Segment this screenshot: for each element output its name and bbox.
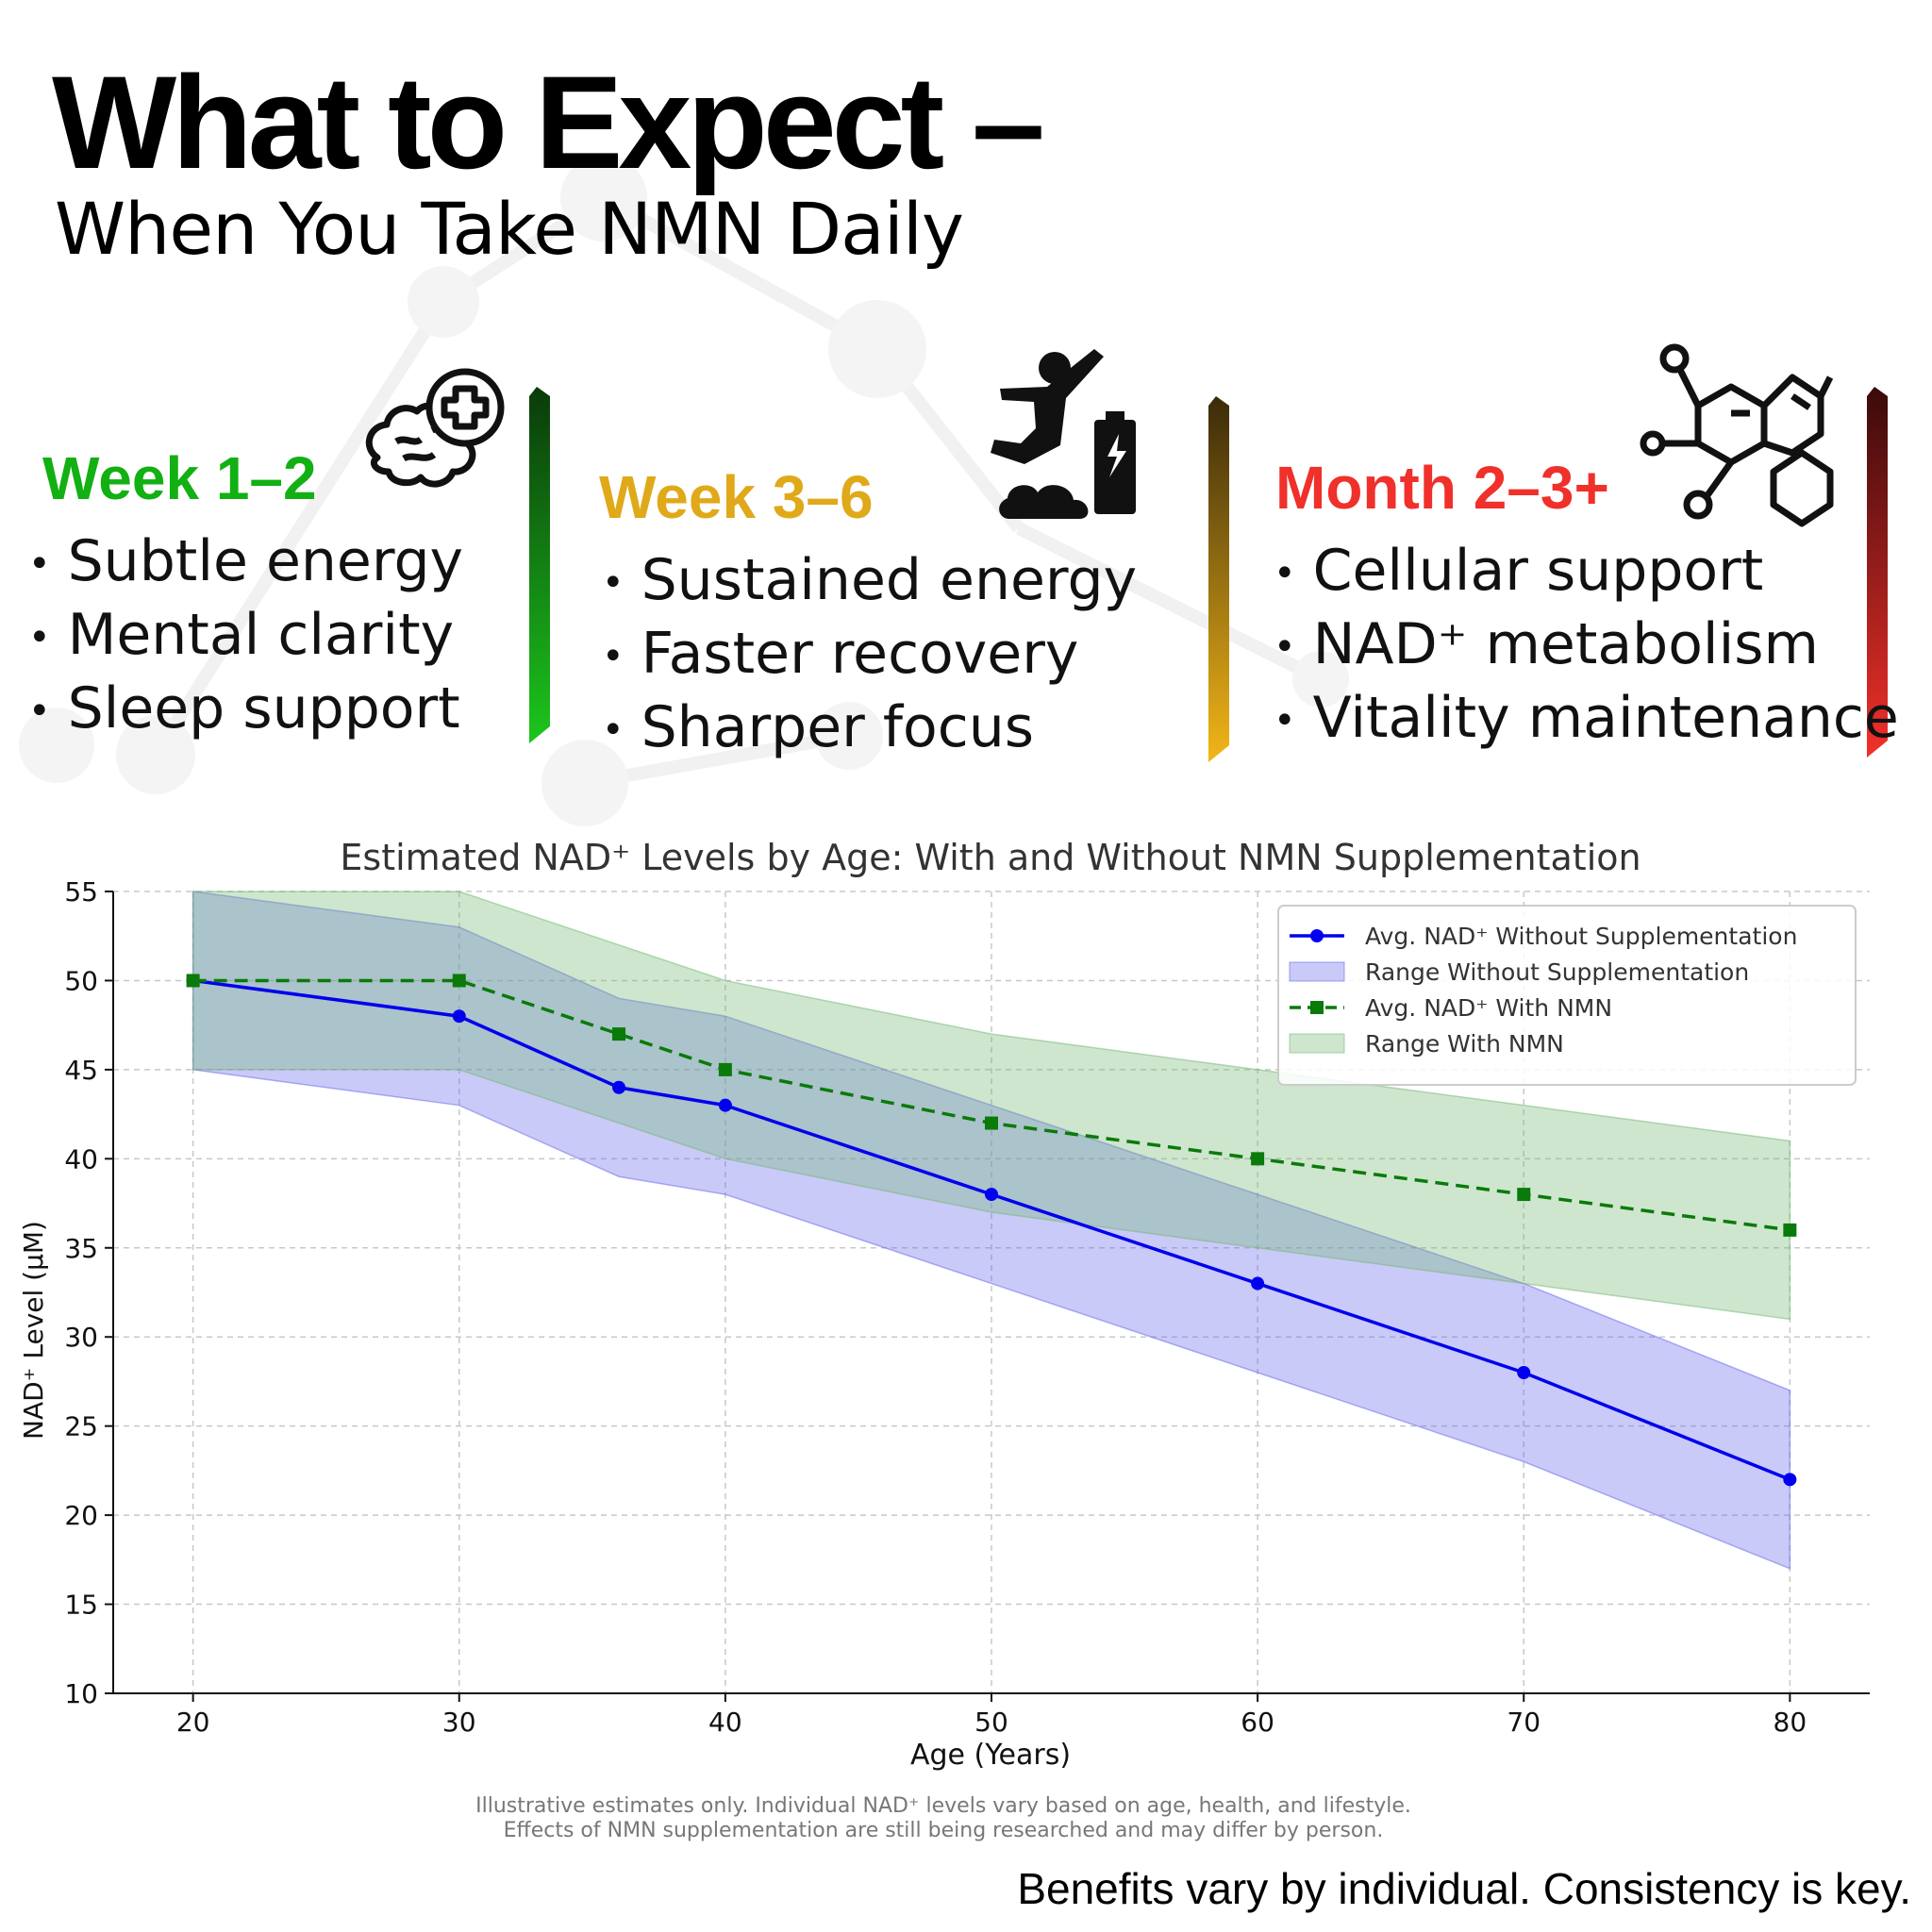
range-band xyxy=(192,891,1791,1321)
range-band xyxy=(192,891,1791,1570)
legend-entry: Range With NMN xyxy=(1365,1030,1564,1058)
data-point xyxy=(452,974,466,988)
x-tick-label: 80 xyxy=(1774,1707,1807,1738)
page-title: What to Expect – xyxy=(52,48,1045,196)
stage-label-week-3-6: Week 3–6 xyxy=(599,463,874,531)
chart-svg: Estimated NAD⁺ Levels by Age: With and W… xyxy=(18,837,1870,1772)
chart-legend: Avg. NAD⁺ Without Supplementation Range W… xyxy=(1277,905,1857,1086)
list-item: • Subtle energy xyxy=(28,528,464,594)
stage-1-benefits-list: • Subtle energy • Mental clarity • Sleep su… xyxy=(28,526,463,747)
legend-box xyxy=(1277,905,1857,1086)
x-tick-label: 40 xyxy=(708,1707,742,1738)
data-point xyxy=(1517,1366,1531,1379)
molecule-background xyxy=(19,155,1349,826)
stage-panel-month-2-3: Month 2–3+ • Cellular support • NAD⁺ metab… xyxy=(1255,340,1932,774)
y-tick-label: 50 xyxy=(64,965,98,996)
y-axis-label: NAD⁺ Level (µM) xyxy=(18,1221,49,1440)
legend-band-swatch xyxy=(1289,1033,1345,1054)
data-point xyxy=(718,1062,732,1076)
y-tick-label: 20 xyxy=(64,1500,98,1531)
data-point xyxy=(612,1027,626,1041)
stage-label-month-2-3: Month 2–3+ xyxy=(1275,454,1609,522)
y-tick-label: 40 xyxy=(64,1143,98,1174)
brain-plus-icon xyxy=(365,368,505,488)
data-point xyxy=(985,1188,998,1202)
legend-entry: Avg. NAD⁺ Without Supplementation xyxy=(1365,923,1797,950)
x-tick-label: 60 xyxy=(1241,1707,1274,1738)
legend-entry: Avg. NAD⁺ With NMN xyxy=(1365,994,1612,1022)
y-tick-label: 25 xyxy=(64,1411,98,1442)
page-subtitle: When You Take NMN Daily xyxy=(55,187,964,271)
chart-title: Estimated NAD⁺ Levels by Age: With and W… xyxy=(340,837,1641,878)
x-tick-label: 50 xyxy=(974,1707,1008,1738)
x-tick-label: 30 xyxy=(442,1707,476,1738)
stage-panel-week-1-2: Week 1–2 • Subtle energy • Mental clarity … xyxy=(0,358,566,755)
footer-tagline: Benefits vary by individual. Consistency… xyxy=(1017,1864,1911,1913)
y-tick-label: 35 xyxy=(64,1233,98,1264)
list-item: • Sustained energy xyxy=(602,547,1138,613)
list-item: • Sharper focus xyxy=(602,693,1034,760)
list-item: • Vitality maintenance xyxy=(1274,684,1899,751)
data-point xyxy=(1783,1473,1797,1487)
series-line xyxy=(192,978,1790,1232)
legend-entry: Range Without Supplementation xyxy=(1365,958,1749,986)
chart-lines xyxy=(186,974,1797,1487)
molecule-icon xyxy=(1640,343,1834,527)
x-axis-label: Age (Years) xyxy=(910,1739,1071,1772)
nad-levels-chart: Estimated NAD⁺ Levels by Age: With and W… xyxy=(0,821,1932,1821)
data-point xyxy=(1517,1188,1531,1202)
data-point xyxy=(452,1009,466,1024)
list-item: • Cellular support xyxy=(1274,538,1764,604)
stage-panel-week-3-6: Week 3–6 • Sustained energy • Faster recov… xyxy=(575,340,1245,774)
list-item: • Mental clarity xyxy=(28,601,455,668)
stage-1-accent-bar xyxy=(529,387,550,743)
y-tick-label: 45 xyxy=(64,1055,98,1086)
list-item: • Sleep support xyxy=(28,675,460,741)
data-point xyxy=(1251,1152,1265,1166)
stage-label-week-1-2: Week 1–2 xyxy=(42,444,317,512)
list-item: • NAD⁺ metabolism xyxy=(1274,610,1819,677)
y-tick-label: 15 xyxy=(64,1590,98,1621)
chart-axes: 20 30 40 50 60 70 80 10 15 20 25 30 35 40 45 50 55 xyxy=(64,876,1870,1738)
x-tick-label: 70 xyxy=(1507,1707,1541,1738)
legend-marker xyxy=(1310,929,1324,942)
stage-2-benefits-list: • Sustained energy • Faster recovery • Shar… xyxy=(602,545,1137,766)
data-point xyxy=(1251,1276,1265,1291)
x-tick-label: 20 xyxy=(176,1707,210,1738)
series-line xyxy=(192,978,1791,1481)
data-point xyxy=(186,974,200,988)
data-point xyxy=(1783,1223,1797,1237)
jumping-person-battery-icon xyxy=(991,349,1136,519)
y-tick-label: 10 xyxy=(64,1678,98,1709)
legend-marker xyxy=(1310,1001,1324,1014)
y-tick-label: 55 xyxy=(64,876,98,908)
data-point xyxy=(718,1098,732,1112)
data-point xyxy=(612,1080,626,1094)
disclaimer-line-1: Illustrative estimates only. Individual … xyxy=(475,1794,1411,1818)
chart-bands xyxy=(192,891,1791,1570)
stage-3-benefits-list: • Cellular support • NAD⁺ metabolism • Vita… xyxy=(1274,536,1899,757)
data-point xyxy=(985,1116,998,1130)
stage-2-accent-bar xyxy=(1208,396,1229,762)
legend-band-swatch xyxy=(1289,961,1345,982)
disclaimer-line-2: Effects of NMN supplementation are still… xyxy=(503,1819,1384,1842)
list-item: • Faster recovery xyxy=(602,620,1079,687)
y-tick-label: 30 xyxy=(64,1322,98,1353)
stage-3-accent-bar xyxy=(1867,387,1888,758)
